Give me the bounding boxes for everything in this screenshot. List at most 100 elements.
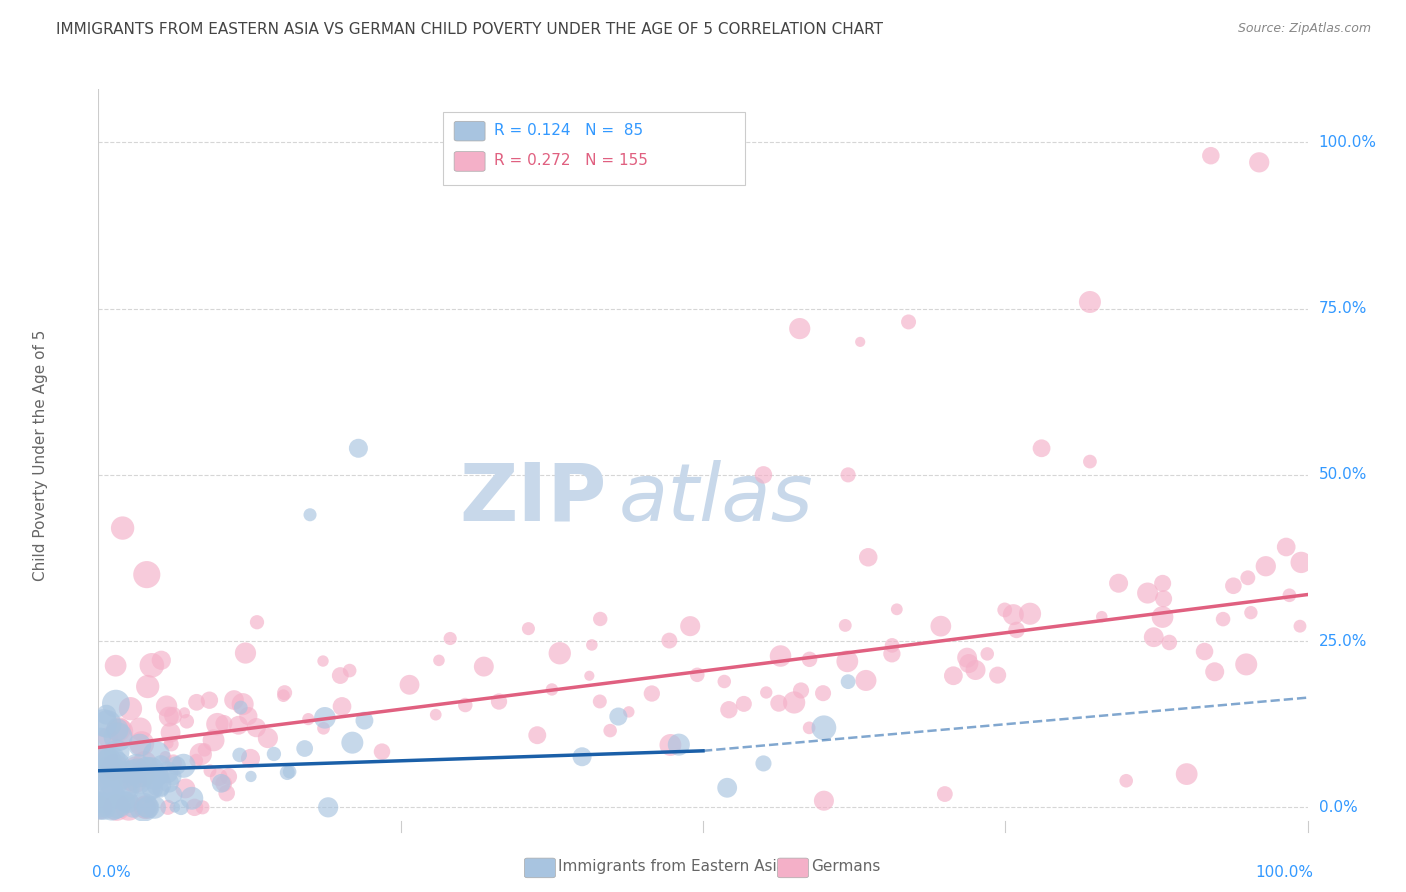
Point [276, 765, 298, 780]
Point [752, 756, 775, 771]
Point [837, 654, 859, 668]
Point [599, 723, 621, 738]
Point [183, 800, 205, 814]
Point [156, 800, 179, 814]
Point [273, 689, 295, 703]
Point [1115, 773, 1137, 788]
Point [105, 800, 128, 814]
Point [659, 738, 682, 752]
Point [94, 750, 117, 764]
Point [173, 759, 195, 773]
Point [111, 521, 134, 535]
Point [118, 800, 141, 814]
Point [122, 764, 145, 779]
Point [789, 321, 811, 335]
Point [934, 787, 956, 801]
Point [98, 762, 121, 776]
Point [235, 646, 257, 660]
Point [96, 778, 118, 792]
Point [136, 800, 159, 814]
Text: 50.0%: 50.0% [1319, 467, 1367, 483]
Point [607, 709, 630, 723]
Point [124, 773, 146, 788]
Text: 0.0%: 0.0% [93, 864, 131, 880]
Point [162, 770, 184, 784]
Point [1278, 588, 1301, 602]
Point [97, 731, 120, 745]
Point [149, 768, 172, 782]
Point [880, 639, 903, 653]
Point [105, 745, 128, 759]
Point [578, 669, 600, 683]
Point [107, 723, 129, 737]
Point [641, 686, 664, 700]
Point [127, 769, 149, 783]
Point [173, 706, 195, 720]
Point [135, 800, 157, 814]
Point [589, 694, 612, 708]
Point [668, 738, 690, 752]
Point [1152, 576, 1174, 591]
Text: Source: ZipAtlas.com: Source: ZipAtlas.com [1237, 22, 1371, 36]
Point [769, 648, 792, 663]
Point [89, 800, 111, 814]
Point [108, 724, 131, 739]
Point [314, 711, 336, 725]
Point [987, 668, 1010, 682]
Point [1254, 559, 1277, 574]
Point [371, 745, 394, 759]
Point [97, 752, 120, 766]
Point [208, 770, 231, 784]
Text: ZIP: ZIP [458, 459, 606, 538]
Point [273, 686, 295, 700]
Point [517, 622, 540, 636]
Point [755, 685, 778, 699]
Point [202, 733, 225, 747]
Point [198, 693, 221, 707]
Point [837, 467, 859, 482]
Point [132, 769, 155, 783]
Point [312, 654, 335, 668]
Point [454, 698, 477, 712]
Point [110, 768, 132, 782]
Point [135, 781, 157, 796]
Point [124, 760, 146, 774]
Point [1249, 155, 1271, 169]
Point [96, 707, 118, 722]
Point [716, 780, 738, 795]
Point [170, 800, 193, 814]
Point [100, 799, 122, 814]
Point [1212, 612, 1234, 626]
Point [278, 764, 301, 779]
Point [118, 772, 141, 786]
Point [215, 786, 238, 800]
Point [104, 658, 127, 673]
Point [713, 674, 735, 689]
Point [679, 619, 702, 633]
Point [799, 721, 821, 735]
Point [156, 765, 179, 780]
Point [149, 757, 172, 772]
Point [965, 663, 987, 677]
Point [783, 696, 806, 710]
Point [329, 668, 352, 682]
Text: 100.0%: 100.0% [1319, 135, 1376, 150]
Point [880, 647, 903, 661]
Text: 25.0%: 25.0% [1319, 633, 1367, 648]
Point [105, 723, 128, 737]
Point [1005, 623, 1028, 637]
Point [263, 747, 285, 761]
Point [239, 751, 262, 765]
Point [297, 712, 319, 726]
Point [238, 709, 260, 723]
Point [105, 766, 128, 780]
Point [186, 754, 208, 768]
Point [834, 618, 856, 632]
Point [472, 659, 495, 673]
Point [617, 705, 640, 719]
Point [342, 736, 364, 750]
Point [488, 694, 510, 708]
Point [100, 754, 122, 768]
Point [107, 798, 129, 813]
Point [114, 794, 136, 808]
